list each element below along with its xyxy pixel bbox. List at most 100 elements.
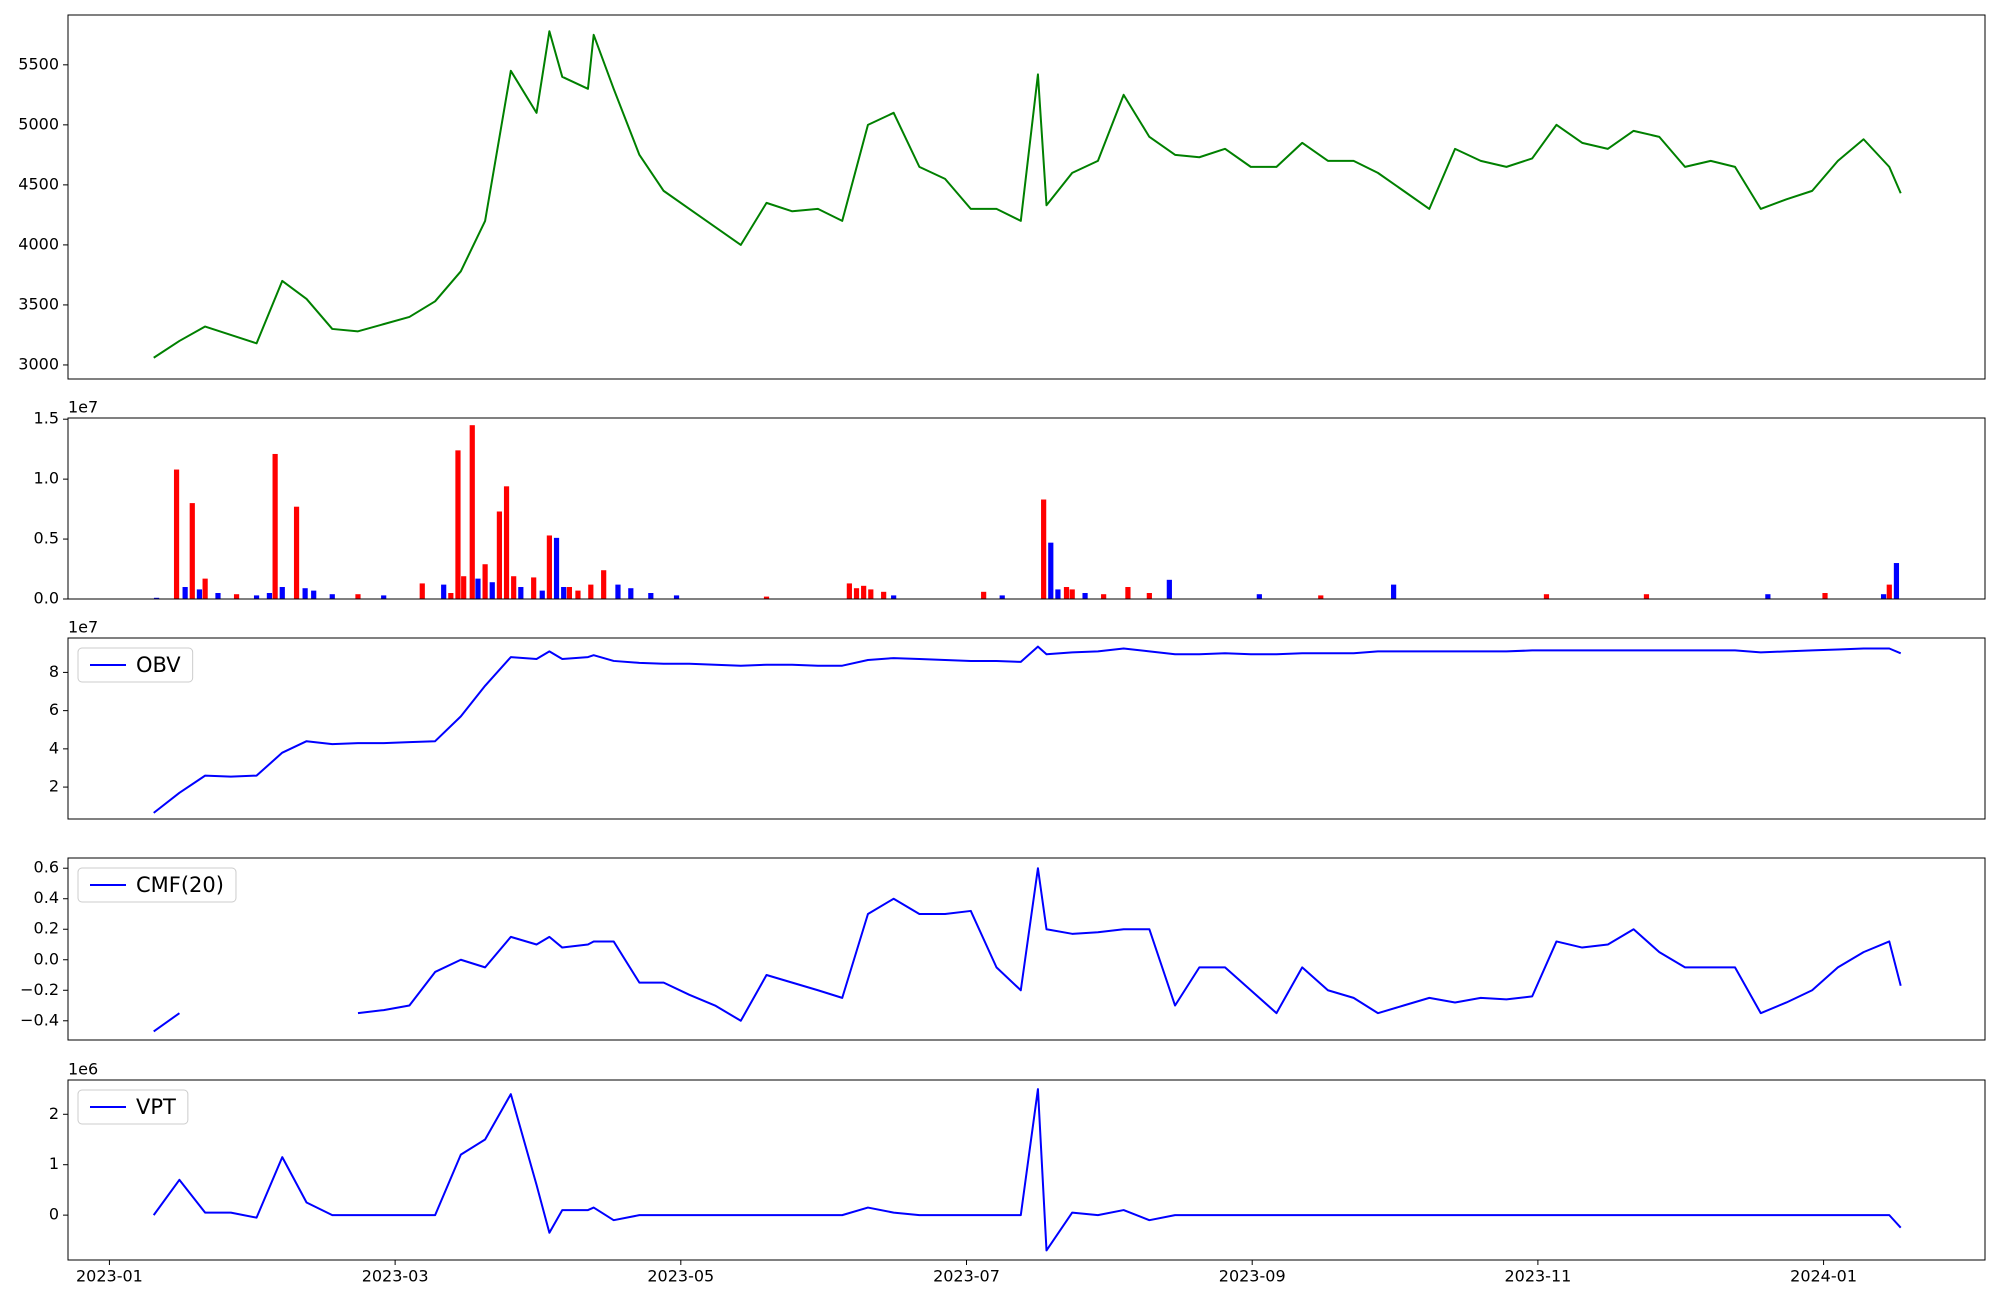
y-tick-label: 6: [49, 700, 59, 719]
bar: [329, 594, 335, 599]
bar: [861, 585, 867, 599]
y-tick-label: 0.4: [34, 888, 59, 907]
bar: [215, 593, 221, 599]
bar: [293, 506, 300, 599]
y-tick-label: 0.2: [34, 919, 59, 938]
bar: [566, 587, 572, 599]
bar: [455, 450, 461, 599]
subplot: −0.4 −0.2 0.0 0.2 0.4 0.6 CMF(20): [20, 857, 1986, 1041]
y-tick-label: −0.4: [20, 1010, 59, 1029]
bar: [1893, 563, 1900, 599]
x-tick-label: 2023-09: [1219, 1267, 1286, 1286]
bar: [601, 570, 607, 599]
x-tick-label: 2023-11: [1504, 1267, 1571, 1286]
bar: [1041, 499, 1047, 599]
bar: [763, 596, 770, 599]
line: [152, 1088, 1902, 1252]
bar: [233, 594, 240, 599]
bar: [448, 593, 454, 599]
y-tick-label: 4500: [18, 174, 59, 193]
bar: [615, 584, 621, 599]
bar: [561, 587, 567, 599]
line: [153, 867, 1902, 1033]
y-tick-label: 3000: [18, 354, 59, 373]
x-tick-label: 2023-07: [933, 1267, 1000, 1286]
bar: [868, 589, 874, 599]
legend-label: CMF(20): [136, 873, 224, 897]
bar: [1391, 584, 1397, 599]
y-tick-label: 5000: [18, 114, 59, 133]
axes-frame: [67, 417, 1986, 600]
y-tick-label: 3500: [18, 294, 59, 313]
bar: [1886, 584, 1892, 599]
bar: [1069, 589, 1075, 599]
bar: [1082, 593, 1088, 599]
bar: [272, 453, 278, 599]
y-tick-label: 0.6: [34, 858, 59, 877]
bar: [846, 583, 852, 599]
legend: VPT: [77, 1089, 189, 1125]
y-tick-label: −0.2: [20, 980, 59, 999]
subplot: 0 1 2 1e6 2023-01 2023-03 2023-05 2023-07 2023-0…: [49, 1060, 1986, 1286]
bar: [1765, 594, 1771, 599]
bar: [1822, 593, 1828, 599]
bar: [1166, 579, 1172, 599]
bar: [628, 588, 634, 599]
offset-label: 1e6: [68, 1060, 98, 1079]
bar: [999, 595, 1005, 599]
bar: [531, 577, 537, 599]
y-tick-label: 4: [49, 738, 59, 757]
axes-frame: [67, 857, 1986, 1041]
legend-box: [77, 867, 237, 903]
bar: [1146, 593, 1152, 599]
line: [153, 645, 1902, 814]
bar: [489, 582, 495, 599]
bar: [153, 597, 160, 599]
bar: [381, 595, 387, 599]
bar: [1055, 589, 1061, 599]
bar: [891, 595, 897, 599]
bar: [518, 587, 524, 599]
y-tick-label: 0.0: [34, 589, 59, 608]
bar: [173, 469, 180, 599]
legend-label: VPT: [136, 1095, 176, 1119]
bar: [511, 576, 517, 599]
y-tick-label: 8: [49, 662, 59, 681]
bar: [981, 591, 987, 599]
axes-frame: [67, 637, 1986, 820]
y-tick-label: 0.5: [34, 529, 59, 548]
bar: [311, 590, 317, 599]
legend-box: [77, 647, 194, 683]
x-tick-label: 2023-01: [76, 1267, 143, 1286]
bar: [1256, 594, 1262, 599]
bar: [482, 564, 488, 599]
bar: [1543, 594, 1550, 599]
axes-frame: [67, 14, 1986, 380]
bar: [673, 595, 680, 599]
bar: [202, 578, 208, 599]
bar: [496, 511, 502, 599]
bar: [575, 590, 581, 599]
bar: [553, 537, 560, 599]
x-tick-label: 2023-03: [362, 1267, 429, 1286]
bar: [182, 587, 188, 599]
y-tick-label: 2: [49, 1104, 59, 1123]
bar: [279, 587, 285, 599]
bar: [302, 588, 308, 599]
bar: [461, 576, 467, 599]
bar: [441, 584, 447, 599]
x-tick-label: 2024-01: [1790, 1267, 1857, 1286]
bar: [503, 486, 510, 599]
bar: [853, 588, 860, 599]
legend-box: [77, 1089, 189, 1125]
subplot: 0.0 0.5 1.0 1.5 1e7: [34, 398, 1986, 608]
y-tick-label: 2: [49, 777, 59, 796]
bar: [189, 503, 195, 599]
subplot: 2 4 6 8 1e7 OBV: [49, 618, 1986, 820]
bar: [881, 591, 887, 599]
bar: [539, 590, 545, 599]
bar: [1318, 595, 1324, 599]
x-tick-label: 2023-05: [647, 1267, 714, 1286]
y-tick-label: 1.0: [34, 469, 59, 488]
bar: [253, 595, 260, 599]
